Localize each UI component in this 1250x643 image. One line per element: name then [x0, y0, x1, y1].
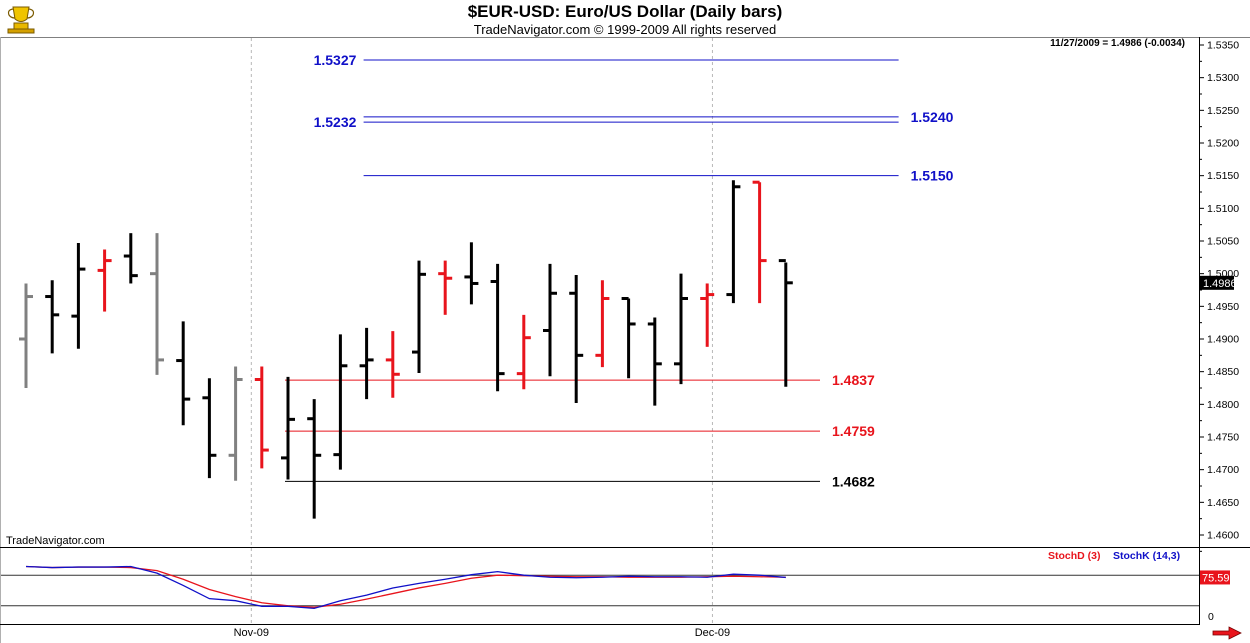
level-label: 1.5240	[911, 109, 954, 125]
ohlc-bar	[254, 366, 269, 469]
ohlc-bar	[464, 242, 479, 305]
y-tick-label: 1.5250	[1207, 105, 1239, 117]
ohlc-bar	[202, 378, 217, 479]
y-tick-label: 1.4850	[1207, 366, 1239, 378]
ohlc-bar	[359, 327, 374, 400]
y-tick-label: 1.4800	[1207, 399, 1239, 411]
stoch-d-line	[25, 565, 786, 608]
ohlc-bar	[150, 233, 164, 375]
right-arrow-icon[interactable]	[1212, 626, 1242, 640]
y-tick-label: 1.4750	[1207, 432, 1239, 444]
y-tick-label: 1.5300	[1207, 72, 1239, 84]
stoch-last-box	[1200, 570, 1230, 585]
stoch-k-line	[25, 565, 786, 610]
price-axis: 1.5350 1.5300 1.5250 1.5200 1.5150 1.5100 1.50…	[1199, 40, 1239, 552]
legend-stoch-d: StochD (3)	[1048, 550, 1101, 562]
ohlc-bar	[176, 321, 191, 426]
legend-stoch-k: StochK (14,3)	[1113, 550, 1180, 562]
ohlc-bars	[19, 180, 793, 519]
ohlc-bar	[569, 274, 584, 404]
last-price-label: 1.4986	[1203, 278, 1237, 290]
brand-watermark: TradeNavigator.com	[6, 535, 105, 547]
ohlc-bar	[123, 233, 138, 284]
ohlc-bar	[621, 296, 636, 379]
ohlc-bar	[281, 376, 295, 480]
ohlc-bar	[490, 263, 505, 392]
ohlc-bar	[752, 180, 767, 304]
ohlc-bar	[438, 260, 453, 315]
ohlc-bar	[307, 399, 322, 519]
ohlc-bar	[71, 242, 86, 349]
price-readout: 11/27/2009 = 1.4986 (-0.0034)	[1050, 38, 1185, 49]
ohlc-bar	[595, 280, 610, 368]
y-tick-label: 1.4650	[1207, 497, 1239, 509]
stoch-last-label: 75.59	[1202, 572, 1230, 584]
ohlc-bar	[700, 283, 715, 347]
x-tick-label: Nov-09	[234, 627, 269, 639]
ohlc-bar	[45, 280, 60, 354]
price-levels: 1.5327 1.5240 1.5232 1.5150 1.4837 1.4759 1.46…	[285, 52, 954, 489]
y-tick-label: 1.5200	[1207, 138, 1239, 150]
ohlc-bar	[385, 331, 400, 398]
ohlc-bar	[647, 317, 662, 406]
ohlc-bar	[228, 366, 243, 481]
stochastic-panel: StochD (3) StochK (14,3) 75.59 0	[1, 550, 1230, 623]
last-price-box	[1200, 275, 1234, 290]
y-tick-label: 1.5350	[1207, 40, 1239, 52]
chart-subtitle: TradeNavigator.com © 1999-2009 All right…	[473, 22, 777, 37]
chart-title: $EUR-USD: Euro/US Dollar (Daily bars)	[467, 2, 783, 21]
ohlc-bar	[778, 259, 793, 387]
y-tick-label: 1.4950	[1207, 301, 1239, 313]
trophy-logo-icon	[7, 6, 35, 34]
level-label: 1.5150	[911, 168, 954, 184]
y-tick-label: 1.5150	[1207, 170, 1239, 182]
ohlc-bar	[333, 334, 348, 470]
level-label: 1.5327	[314, 52, 357, 68]
ohlc-bar	[726, 180, 741, 304]
time-axis: Nov-09 Dec-09	[234, 627, 731, 639]
x-tick-label: Dec-09	[695, 627, 730, 639]
y-tick-label: 1.4600	[1207, 530, 1239, 542]
y-tick-label: 1.4900	[1207, 334, 1239, 346]
stoch-y-tick-label: 0	[1208, 611, 1214, 623]
ohlc-bar	[516, 314, 531, 390]
y-tick-label: 1.4700	[1207, 464, 1239, 476]
ohlc-bar	[674, 273, 688, 385]
ohlc-bar	[19, 283, 33, 388]
level-label: 1.4837	[832, 372, 875, 388]
y-tick-label: 1.5050	[1207, 236, 1239, 248]
ohlc-bar	[97, 249, 112, 312]
last-price-marker: 1.4986	[1200, 275, 1237, 290]
ohlc-bar	[543, 263, 557, 377]
ohlc-bar	[412, 260, 426, 373]
level-label: 1.5232	[314, 114, 357, 130]
level-label: 1.4759	[832, 423, 875, 439]
y-tick-label: 1.5100	[1207, 203, 1239, 215]
level-label: 1.4682	[832, 473, 875, 489]
gridlines	[250, 38, 713, 624]
